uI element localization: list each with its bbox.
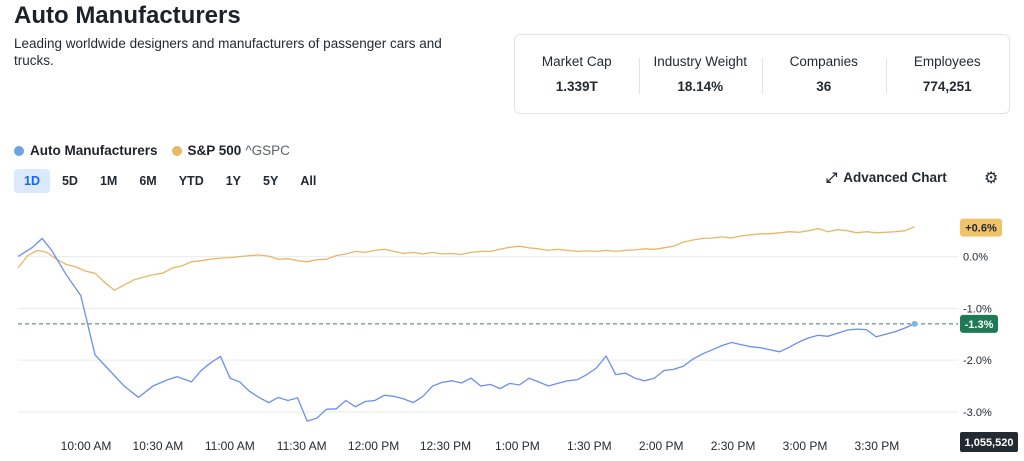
y-tick-label: -2.0% xyxy=(963,355,992,367)
stat-employees: Employees 774,251 xyxy=(885,54,1010,94)
stat-industry-weight: Industry Weight 18.14% xyxy=(638,54,763,94)
y-tick-label: -3.0% xyxy=(963,407,992,419)
legend-label: S&P 500 xyxy=(187,143,242,158)
x-tick-label: 2:30 PM xyxy=(711,439,756,453)
x-tick-label: 2:00 PM xyxy=(639,439,684,453)
y-tick-label: 0.0% xyxy=(963,252,988,264)
page-description: Leading worldwide designers and manufact… xyxy=(14,36,442,68)
x-tick-label: 12:30 PM xyxy=(420,439,471,453)
range-selector: 1D 5D 1M 6M YTD 1Y 5Y All xyxy=(14,169,328,193)
range-5y[interactable]: 5Y xyxy=(263,174,279,188)
badge-sp500-last: +0.6% xyxy=(960,218,1002,237)
badge-sp500-text: +0.6% xyxy=(965,223,997,235)
legend-auto-manufacturers[interactable]: Auto Manufacturers xyxy=(14,143,158,158)
advanced-chart-label: Advanced Chart xyxy=(843,170,947,185)
stat-market-cap: Market Cap 1.339T xyxy=(515,54,639,94)
page-title: Auto Manufacturers xyxy=(14,2,241,29)
y-tick-label: -1.0% xyxy=(963,303,992,315)
range-1m[interactable]: 1M xyxy=(99,174,118,188)
stat-label: Market Cap xyxy=(541,54,612,69)
series-line-sp500 xyxy=(17,226,915,291)
advanced-chart-button[interactable]: ⤢ Advanced Chart xyxy=(826,169,947,186)
line-chart: 0.0% -1.0% -2.0% -3.0% 10:00 AM 10:30 AM 11:0… xyxy=(17,218,1018,453)
series-endpoint-auto-manufacturers xyxy=(911,320,918,327)
x-tick-label: 11:00 AM xyxy=(205,439,255,453)
stat-label: Industry Weight xyxy=(653,54,748,69)
legend-dot-icon xyxy=(14,145,24,156)
x-tick-label: 1:00 PM xyxy=(495,439,540,453)
legend-sp500[interactable]: S&P 500 ^GSPC xyxy=(171,143,290,158)
badge-volume-text: 1,055,520 xyxy=(965,437,1014,449)
chart-grid xyxy=(18,256,958,413)
expand-arrow-icon: ⤢ xyxy=(826,169,838,185)
y-axis-ticks: 0.0% -1.0% -2.0% -3.0% xyxy=(963,252,992,419)
x-tick-label: 10:30 AM xyxy=(133,439,184,453)
stat-label: Employees xyxy=(913,54,981,69)
stat-label: Companies xyxy=(789,54,858,69)
badge-auto-text: -1.3% xyxy=(965,319,994,331)
x-tick-label: 12:00 PM xyxy=(348,439,399,453)
chart-legend: Auto Manufacturers S&P 500 ^GSPC xyxy=(14,143,304,158)
stat-companies: Companies 36 xyxy=(762,54,886,94)
x-axis-ticks: 10:00 AM 10:30 AM 11:00 AM 11:30 AM 12:00 PM… xyxy=(61,439,900,453)
legend-ticker: ^GSPC xyxy=(245,143,290,158)
x-tick-label: 1:30 PM xyxy=(567,439,612,453)
legend-label: Auto Manufacturers xyxy=(30,143,158,158)
range-6m[interactable]: 6M xyxy=(139,174,157,188)
range-ytd[interactable]: YTD xyxy=(178,174,204,188)
badge-auto-last: -1.3% xyxy=(960,314,998,333)
legend-dot-icon xyxy=(171,145,182,156)
range-all[interactable]: All xyxy=(300,174,317,188)
stats-panel: Market Cap 1.339T Industry Weight 18.14%… xyxy=(514,34,1010,114)
stat-value: 36 xyxy=(816,79,832,94)
gear-icon[interactable]: ⚙ xyxy=(984,170,999,187)
badge-volume: 1,055,520 xyxy=(960,432,1018,452)
range-1y[interactable]: 1Y xyxy=(225,174,242,188)
range-1d[interactable]: 1D xyxy=(14,169,50,193)
stat-value: 18.14% xyxy=(677,79,724,94)
x-tick-label: 11:30 AM xyxy=(277,439,327,453)
range-5d[interactable]: 5D xyxy=(61,174,78,188)
x-tick-label: 3:30 PM xyxy=(855,439,900,453)
series-line-auto-manufacturers xyxy=(17,237,915,423)
x-tick-label: 3:00 PM xyxy=(783,439,828,453)
stat-value: 1.339T xyxy=(555,79,598,94)
x-tick-label: 10:00 AM xyxy=(61,439,112,453)
stat-value: 774,251 xyxy=(922,79,972,94)
